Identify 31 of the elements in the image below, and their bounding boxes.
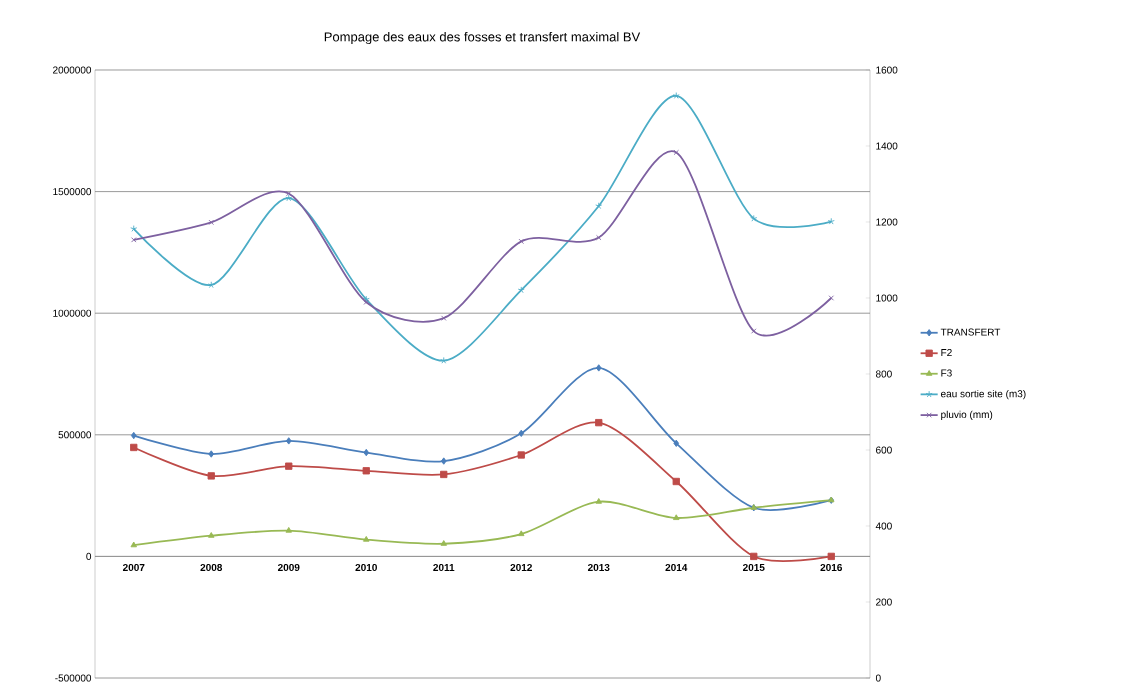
chart-title: Pompage des eaux des fosses et transfert maximal BV — [324, 31, 641, 45]
legend-label: pluvio (mm) — [941, 410, 993, 421]
x-tick-label: 2007 — [122, 563, 145, 572]
y-tick-label: 2000000 — [53, 66, 92, 74]
y-tick-label: 500000 — [58, 431, 92, 439]
legend-label: eau sortie site (m3) — [941, 389, 1026, 400]
y2-tick-label: 1200 — [876, 218, 898, 226]
x-tick-label: 2014 — [665, 563, 688, 572]
y-tick-label: 1500000 — [53, 188, 92, 196]
y-tick-label: 1000000 — [53, 309, 92, 317]
y2-tick-label: 0 — [875, 674, 881, 682]
x-tick-label: 2016 — [820, 563, 843, 572]
y2-tick-label: 1000 — [876, 294, 898, 302]
y2-tick-label: 1600 — [876, 66, 898, 74]
x-tick-label: 2008 — [200, 563, 223, 572]
x-tick-label: 2011 — [433, 563, 455, 572]
y2-tick-label: 1400 — [876, 142, 898, 150]
y2-tick-label: 600 — [876, 446, 892, 454]
y2-tick-label: 800 — [875, 370, 892, 378]
y2-tick-label: 200 — [876, 598, 892, 606]
y-tick-label: 0 — [86, 552, 92, 560]
legend-label: F3 — [941, 369, 952, 377]
legend-label: TRANSFERT — [940, 328, 1001, 336]
legend-label: F2 — [941, 349, 952, 356]
y-tick-label: -500000 — [55, 674, 92, 682]
x-tick-label: 2010 — [355, 563, 377, 572]
x-tick-label: 2009 — [277, 563, 300, 572]
x-tick-label: 2013 — [587, 563, 610, 572]
y2-tick-label: 400 — [875, 522, 892, 530]
x-tick-label: 2012 — [510, 563, 532, 572]
x-tick-label: 2015 — [742, 563, 765, 572]
